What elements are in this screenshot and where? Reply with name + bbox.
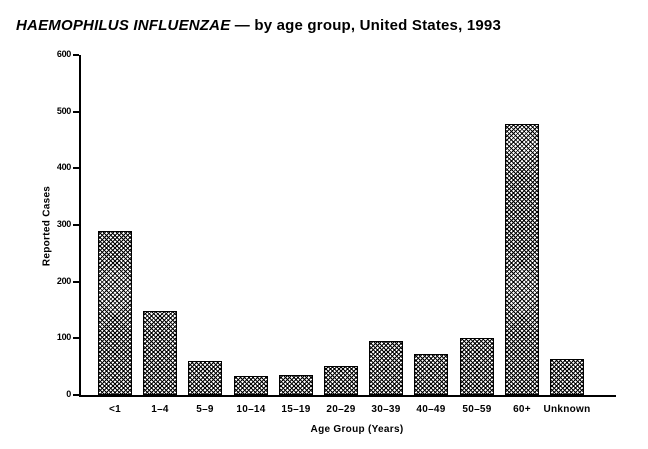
y-axis-tick bbox=[73, 167, 79, 170]
y-axis-tick-label: 200 bbox=[56, 275, 71, 286]
bar bbox=[414, 354, 448, 395]
bar bbox=[505, 124, 539, 395]
y-axis-tick-label: 100 bbox=[56, 332, 71, 343]
bar bbox=[98, 231, 132, 395]
x-axis-title: Age Group (Years) bbox=[310, 424, 404, 435]
y-axis-tick bbox=[73, 224, 79, 226]
y-axis-tick-label: 600 bbox=[56, 49, 71, 59]
y-axis-tick-label: 500 bbox=[56, 105, 71, 116]
bar bbox=[324, 366, 358, 395]
bar bbox=[460, 338, 494, 395]
y-axis-tick-label: 300 bbox=[56, 219, 71, 229]
x-axis-tick-label: 5–9 bbox=[196, 404, 214, 415]
y-axis-tick bbox=[73, 394, 79, 396]
bar bbox=[143, 311, 177, 395]
bar bbox=[279, 375, 313, 395]
bar bbox=[550, 359, 584, 395]
x-axis-tick-label: 30–39 bbox=[371, 404, 401, 415]
x-axis-tick-label: 40–49 bbox=[416, 404, 446, 415]
x-axis-tick-label: 60+ bbox=[513, 404, 531, 415]
x-axis-tick-label: <1 bbox=[108, 404, 122, 415]
y-axis-tick bbox=[73, 280, 79, 283]
y-axis-tick-label: 400 bbox=[56, 162, 71, 173]
x-axis-tick-label: 20–29 bbox=[326, 404, 356, 415]
x-axis-tick-label: 50–59 bbox=[462, 404, 492, 415]
chart-title-species: HAEMOPHILUS INFLUENZAE bbox=[16, 17, 231, 34]
y-axis-tick-label: 0 bbox=[66, 389, 71, 399]
bar bbox=[369, 341, 403, 395]
chart-title-rest: — by age group, United States, 1993 bbox=[230, 17, 502, 34]
plot-area: 0 100 200 300 400 500 600 <1 1–4 5–9 10–14 15–19 20–… bbox=[57, 49, 616, 415]
y-axis-tick bbox=[73, 337, 79, 340]
x-axis-tick-label: 10–14 bbox=[236, 404, 266, 415]
x-axis-tick-label: 1–4 bbox=[151, 404, 169, 415]
y-axis-tick bbox=[73, 54, 79, 56]
x-axis-tick-label: Unknown bbox=[543, 404, 591, 415]
x-axis-tick-label: 15–19 bbox=[281, 404, 311, 415]
y-axis-tick bbox=[73, 110, 79, 113]
bar bbox=[188, 361, 222, 395]
bar bbox=[234, 376, 268, 395]
chart-title: HAEMOPHILUS INFLUENZAE — by age group, U… bbox=[16, 17, 501, 34]
